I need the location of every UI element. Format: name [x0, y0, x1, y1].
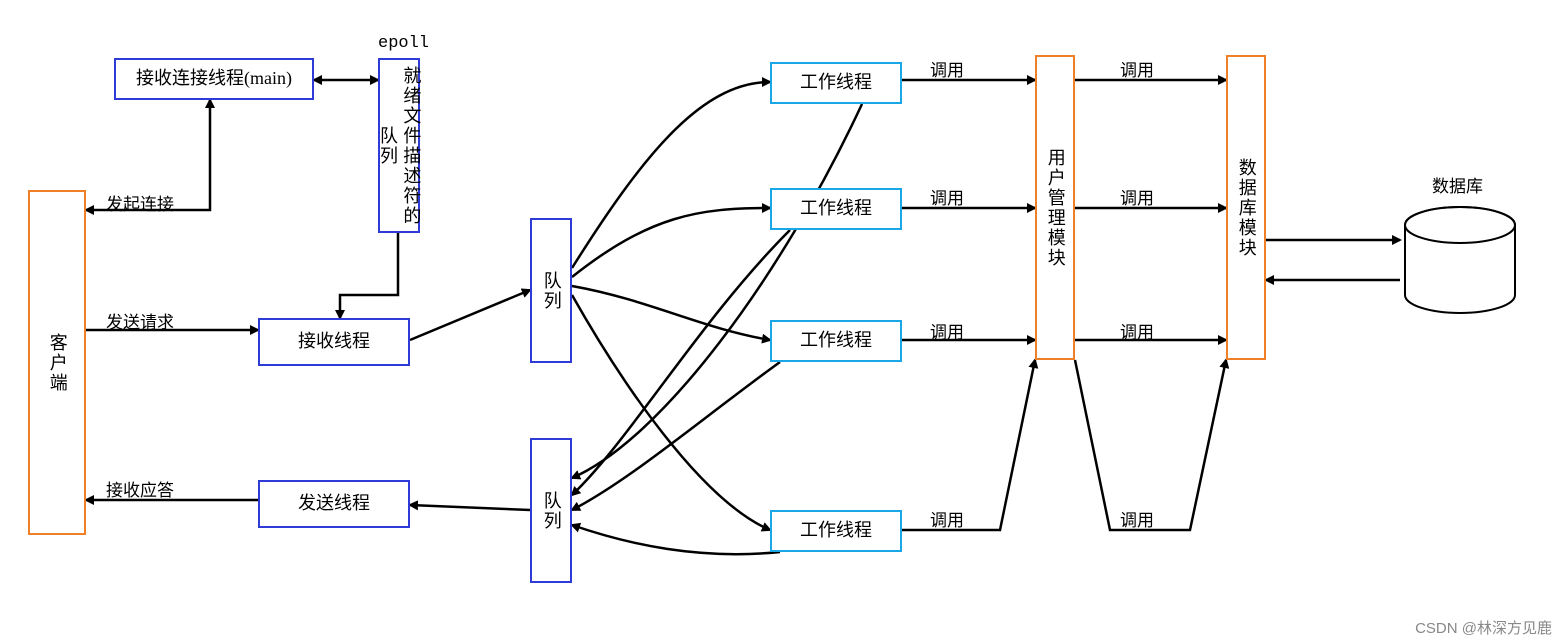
edge-e_w4_q2 [572, 525, 780, 554]
label-lbl_call2: 调用 [930, 184, 964, 209]
node-label-work3: 工作线程 [800, 329, 872, 352]
node-label-epoll_q: 就绪文件描述符的队列 [376, 60, 423, 231]
node-queue1: 队列 [530, 218, 572, 363]
edge-e_w4_um [902, 360, 1035, 530]
node-client: 客户端 [28, 190, 86, 535]
node-work4: 工作线程 [770, 510, 902, 552]
edge-e_q1_w4 [572, 295, 770, 530]
database-cylinder [1405, 207, 1515, 313]
node-label-accept_main: 接收连接线程(main) [136, 67, 292, 90]
node-label-queue1: 队列 [539, 271, 562, 311]
label-lbl_call3: 调用 [930, 318, 964, 343]
node-label-work4: 工作线程 [800, 519, 872, 542]
node-accept_main: 接收连接线程(main) [114, 58, 314, 100]
edge-e_recv_q1 [410, 290, 530, 340]
node-label-work1: 工作线程 [800, 71, 872, 94]
node-label-queue2: 队列 [539, 491, 562, 531]
node-work3: 工作线程 [770, 320, 902, 362]
node-work2: 工作线程 [770, 188, 902, 230]
edge-e_q2_send [410, 505, 530, 510]
node-label-work2: 工作线程 [800, 197, 872, 220]
label-lbl_db: 数据库 [1432, 172, 1483, 197]
node-work1: 工作线程 [770, 62, 902, 104]
node-user_mgmt: 用户管理模块 [1035, 55, 1075, 360]
node-label-client: 客户端 [45, 333, 68, 393]
edge-e_epoll_recv [340, 233, 398, 318]
label-lbl_call7: 调用 [1120, 318, 1154, 343]
label-lbl_epoll: epoll [378, 34, 429, 53]
label-lbl_sendreq: 发送请求 [106, 308, 174, 333]
edge-e_q1_w1 [572, 82, 770, 268]
node-label-db_module: 数据库模块 [1234, 158, 1257, 258]
label-lbl_call8: 调用 [1120, 506, 1154, 531]
watermark: CSDN @林深方见鹿 [1415, 617, 1552, 638]
label-lbl_call5: 调用 [1120, 56, 1154, 81]
label-lbl_recvres: 接收应答 [106, 476, 174, 501]
node-label-user_mgmt: 用户管理模块 [1043, 148, 1066, 268]
node-queue2: 队列 [530, 438, 572, 583]
node-label-send_thread: 发送线程 [298, 492, 370, 515]
edge-e_w1_q2 [572, 104, 862, 478]
edge-e_q1_w2 [572, 208, 770, 277]
edge-e_w3_q2 [572, 362, 780, 510]
node-recv_thread: 接收线程 [258, 318, 410, 366]
label-lbl_connect: 发起连接 [106, 190, 174, 215]
label-lbl_call6: 调用 [1120, 184, 1154, 209]
label-lbl_call4: 调用 [930, 506, 964, 531]
label-lbl_call1: 调用 [930, 56, 964, 81]
edge-e_um_dm4 [1075, 360, 1226, 530]
node-epoll_q: 就绪文件描述符的队列 [378, 58, 420, 233]
node-db_module: 数据库模块 [1226, 55, 1266, 360]
node-label-recv_thread: 接收线程 [298, 330, 370, 353]
node-send_thread: 发送线程 [258, 480, 410, 528]
